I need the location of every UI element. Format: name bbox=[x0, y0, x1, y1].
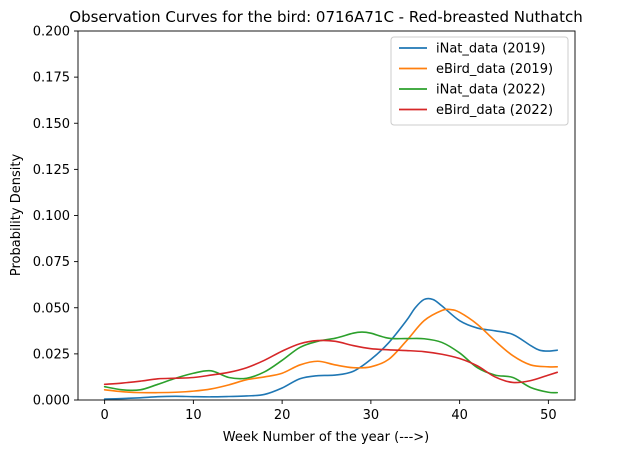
series-line-4 bbox=[103, 339, 559, 386]
y-tick-label: 0.200 bbox=[33, 25, 70, 40]
series-line-2 bbox=[103, 308, 559, 394]
y-tick-label: 0.050 bbox=[33, 301, 70, 316]
y-tick-label: 0.125 bbox=[33, 163, 70, 178]
y-tick-label: 0.150 bbox=[33, 117, 70, 132]
legend: iNat_data (2019) eBird_data (2019) iNat_da… bbox=[390, 36, 569, 126]
x-tick-label: 20 bbox=[274, 408, 291, 423]
x-tick-label: 30 bbox=[363, 408, 380, 423]
axes: 0 10 20 30 40 50 0.000 0.025 0.050 0.075 0.100 0.12… bbox=[33, 25, 576, 423]
plot-area bbox=[103, 297, 559, 400]
x-tick-label: 10 bbox=[185, 408, 202, 423]
legend-label: iNat_data (2019) bbox=[436, 42, 546, 57]
x-axis-label: Week Number of the year (--->) bbox=[223, 430, 429, 445]
y-axis-label: Probability Density bbox=[9, 154, 24, 277]
series-line-1 bbox=[103, 297, 559, 400]
x-tick-label: 40 bbox=[451, 408, 468, 423]
y-tick-label: 0.075 bbox=[33, 255, 70, 270]
x-tick-label: 50 bbox=[540, 408, 557, 423]
y-tick-label: 0.025 bbox=[33, 347, 70, 362]
chart-title: Observation Curves for the bird: 0716A71… bbox=[69, 8, 582, 26]
x-tick-label: 0 bbox=[100, 408, 108, 423]
legend-label: iNat_data (2022) bbox=[436, 83, 546, 98]
series-lines bbox=[103, 297, 559, 400]
y-tick-label: 0.000 bbox=[33, 394, 70, 409]
y-tick-label: 0.175 bbox=[33, 71, 70, 86]
legend-label: eBird_data (2022) bbox=[436, 103, 553, 118]
legend-box bbox=[390, 36, 569, 126]
y-tick-label: 0.100 bbox=[33, 209, 70, 224]
legend-label: eBird_data (2019) bbox=[436, 62, 553, 77]
